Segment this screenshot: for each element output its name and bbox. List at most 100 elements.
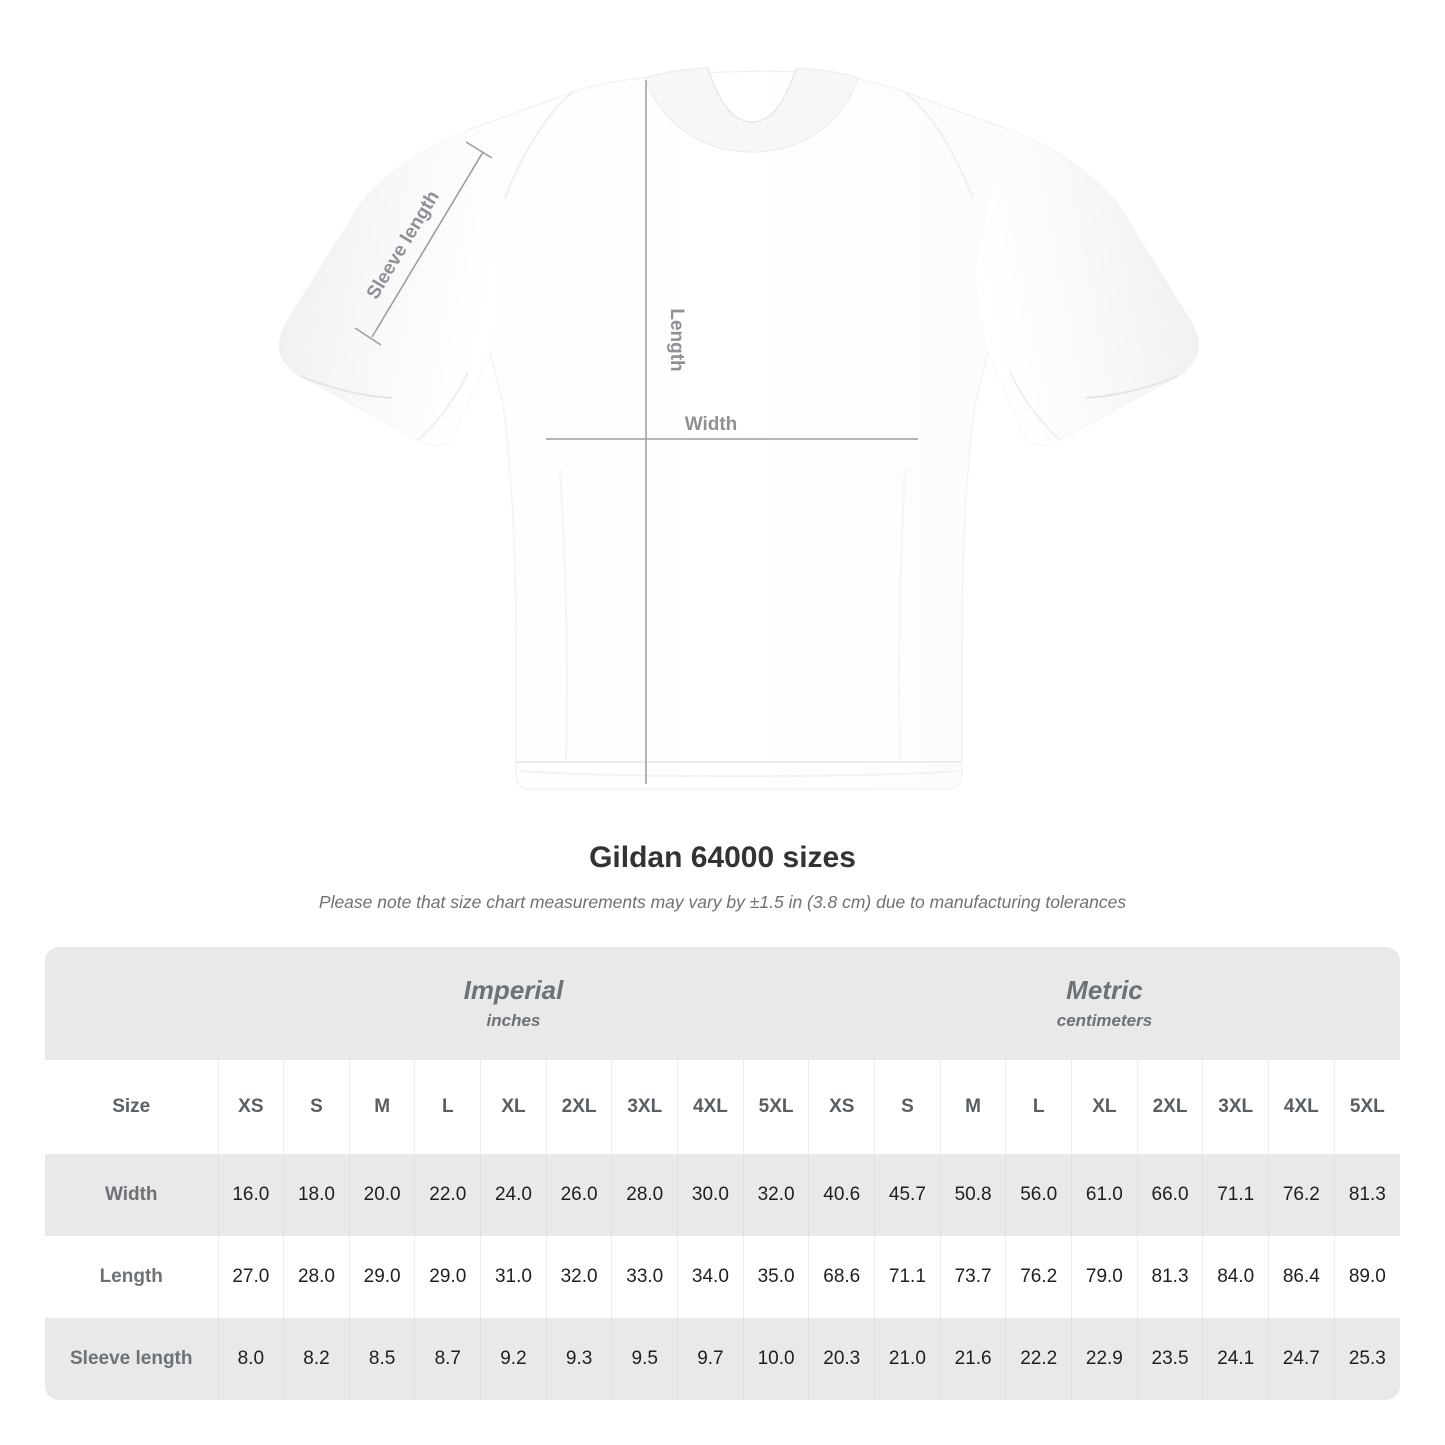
size-header-cell: 3XL xyxy=(611,1060,678,1154)
table-row: Length 27.0 28.0 29.0 29.0 31.0 32.0 33.0 34.0 35… xyxy=(45,1236,1400,1318)
measurement-cell: 10.0 xyxy=(742,1318,809,1400)
measurement-cell: 9.2 xyxy=(480,1318,547,1400)
size-chart-table: Imperial inches Metric centimeters Size … xyxy=(45,947,1400,1400)
measurement-cell: 71.1 xyxy=(1202,1154,1269,1236)
measurement-cell: 76.2 xyxy=(1005,1236,1072,1318)
measurement-cell: 56.0 xyxy=(1005,1154,1072,1236)
size-header-label: Size xyxy=(45,1060,218,1154)
size-header-cell: XL xyxy=(1071,1060,1138,1154)
measurement-cell: 79.0 xyxy=(1071,1236,1138,1318)
measurement-cell: 71.1 xyxy=(874,1236,941,1318)
measurement-cell: 32.0 xyxy=(742,1154,809,1236)
measurement-cell: 34.0 xyxy=(677,1236,744,1318)
measurement-cell: 21.6 xyxy=(939,1318,1006,1400)
size-header-cell: S xyxy=(874,1060,941,1154)
length-label: Length xyxy=(666,308,687,371)
measurement-cell: 40.6 xyxy=(808,1154,875,1236)
measurement-cell: 32.0 xyxy=(545,1236,612,1318)
measurement-cell: 21.0 xyxy=(874,1318,941,1400)
measurement-cell: 31.0 xyxy=(480,1236,547,1318)
measurement-cell: 30.0 xyxy=(677,1154,744,1236)
width-dimension: Width xyxy=(546,414,918,440)
size-header-cell: M xyxy=(939,1060,1006,1154)
size-header-cell: XS xyxy=(217,1060,284,1154)
measurement-cell: 29.0 xyxy=(348,1236,415,1318)
size-header-cell: 3XL xyxy=(1202,1060,1269,1154)
table-row: Sleeve length 8.0 8.2 8.5 8.7 9.2 9.3 9.5 9.7 10.… xyxy=(45,1318,1400,1400)
measurement-cell: 81.3 xyxy=(1333,1154,1400,1236)
measurement-cell: 9.3 xyxy=(545,1318,612,1400)
row-label: Sleeve length xyxy=(45,1318,218,1400)
size-header-cell: S xyxy=(283,1060,350,1154)
measurement-cell: 25.3 xyxy=(1333,1318,1400,1400)
width-label: Width xyxy=(685,414,738,435)
size-header-cell: 4XL xyxy=(1268,1060,1335,1154)
tshirt-svg: Sleeve length Length Width xyxy=(278,67,1200,790)
tolerance-note: Please note that size chart measurements… xyxy=(318,892,1127,912)
unit-header-spacer xyxy=(45,947,218,1060)
unit-sub-metric: centimeters xyxy=(1056,1011,1153,1030)
size-chart-tbody: Width 16.0 18.0 20.0 22.0 24.0 26.0 28.0 30.0 32.… xyxy=(45,1154,1400,1400)
unit-header-imperial: Imperial inches xyxy=(218,947,809,1060)
measurement-cell: 76.2 xyxy=(1268,1154,1335,1236)
table-row: Width 16.0 18.0 20.0 22.0 24.0 26.0 28.0 30.0 32.… xyxy=(45,1154,1400,1236)
size-header-cell: L xyxy=(414,1060,481,1154)
measurement-cell: 23.5 xyxy=(1136,1318,1203,1400)
measurement-cell: 18.0 xyxy=(283,1154,350,1236)
measurement-cell: 27.0 xyxy=(217,1236,284,1318)
size-header-cell: 2XL xyxy=(545,1060,612,1154)
size-header-cell: L xyxy=(1005,1060,1072,1154)
size-chart-table-container: Imperial inches Metric centimeters Size … xyxy=(45,947,1400,1400)
size-header-cell: 2XL xyxy=(1136,1060,1203,1154)
measurement-cell: 86.4 xyxy=(1268,1236,1335,1318)
measurement-cell: 8.2 xyxy=(283,1318,350,1400)
measurement-cell: 9.5 xyxy=(611,1318,678,1400)
measurement-cell: 68.6 xyxy=(808,1236,875,1318)
unit-name-imperial: Imperial xyxy=(463,975,564,1005)
measurement-cell: 26.0 xyxy=(545,1154,612,1236)
measurement-cell: 8.0 xyxy=(217,1318,284,1400)
measurement-cell: 22.0 xyxy=(414,1154,481,1236)
size-header-cell: M xyxy=(348,1060,415,1154)
measurement-cell: 20.0 xyxy=(348,1154,415,1236)
measurement-cell: 24.0 xyxy=(480,1154,547,1236)
measurement-cell: 50.8 xyxy=(939,1154,1006,1236)
measurement-cell: 22.2 xyxy=(1005,1318,1072,1400)
length-dimension: Length xyxy=(645,80,687,784)
measurement-cell: 73.7 xyxy=(939,1236,1006,1318)
size-header-cell: 4XL xyxy=(677,1060,744,1154)
measurement-cell: 89.0 xyxy=(1333,1236,1400,1318)
unit-sub-imperial: inches xyxy=(486,1011,541,1030)
unit-name-metric: Metric xyxy=(1066,975,1143,1005)
page-title: Gildan 64000 sizes xyxy=(589,841,856,874)
measurement-cell: 24.7 xyxy=(1268,1318,1335,1400)
measurement-cell: 20.3 xyxy=(808,1318,875,1400)
row-label: Length xyxy=(45,1236,218,1318)
measurement-cell: 22.9 xyxy=(1071,1318,1138,1400)
measurement-cell: 28.0 xyxy=(611,1154,678,1236)
measurement-cell: 61.0 xyxy=(1071,1154,1138,1236)
measurement-cell: 29.0 xyxy=(414,1236,481,1318)
measurement-cell: 81.3 xyxy=(1136,1236,1203,1318)
tshirt-illustration xyxy=(278,67,1200,790)
unit-group-header-row: Imperial inches Metric centimeters xyxy=(45,947,1400,1060)
measurement-cell: 9.7 xyxy=(677,1318,744,1400)
measurement-cell: 8.5 xyxy=(348,1318,415,1400)
size-header-cell: 5XL xyxy=(1333,1060,1400,1154)
measurement-cell: 8.7 xyxy=(414,1318,481,1400)
size-header-row: Size XS S M L XL 2XL 3XL 4XL 5XL XS S M L XL 2XL 3XL 4XL… xyxy=(45,1060,1400,1154)
measurement-cell: 16.0 xyxy=(217,1154,284,1236)
title-block: Gildan 64000 sizes Please note that size… xyxy=(0,838,1445,914)
measurement-cell: 66.0 xyxy=(1136,1154,1203,1236)
row-label: Width xyxy=(45,1154,218,1236)
measurement-cell: 33.0 xyxy=(611,1236,678,1318)
tshirt-measurement-diagram: Sleeve length Length Width xyxy=(278,67,1200,790)
size-header-cell: XS xyxy=(808,1060,875,1154)
measurement-cell: 28.0 xyxy=(283,1236,350,1318)
measurement-cell: 35.0 xyxy=(742,1236,809,1318)
size-header-cell: XL xyxy=(480,1060,547,1154)
measurement-cell: 45.7 xyxy=(874,1154,941,1236)
size-header-cell: 5XL xyxy=(742,1060,809,1154)
measurement-cell: 84.0 xyxy=(1202,1236,1269,1318)
unit-header-metric: Metric centimeters xyxy=(808,947,1400,1060)
